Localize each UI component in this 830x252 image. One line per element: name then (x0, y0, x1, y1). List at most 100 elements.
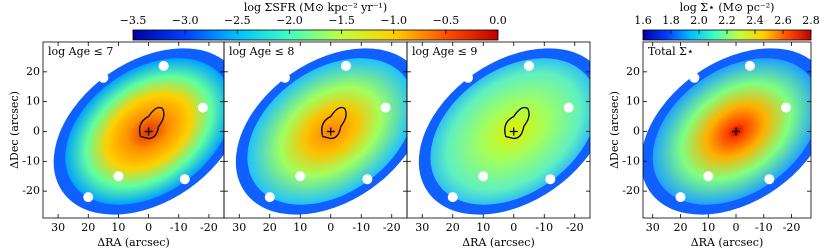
contour (504, 106, 530, 140)
x-tick-label: 0 (145, 221, 152, 234)
x-tick-label: 20 (81, 221, 95, 234)
x-axis-label: ΔRA (arcsec) (462, 236, 535, 249)
map-image (418, 48, 590, 215)
colorbar-tick-label: 1.8 (662, 14, 680, 27)
mask-hole (341, 60, 351, 71)
x-tick-label: 10 (111, 221, 125, 234)
x-tick-label: 10 (701, 221, 715, 234)
x-axis-label: ΔRA (arcsec) (97, 236, 170, 249)
center-cross (326, 127, 335, 136)
x-tick-label: -10 (170, 221, 188, 234)
colorbar-tick-label: −3.5 (120, 14, 147, 27)
y-tick-label: -10 (622, 154, 640, 167)
mask-hole (781, 102, 792, 113)
mask-hole (59, 96, 70, 107)
x-tick-label: 30 (51, 221, 65, 234)
mask-hole (478, 171, 489, 182)
mask-hole (98, 72, 109, 83)
x-tick-label: 0 (733, 221, 740, 234)
mask-hole (423, 96, 434, 107)
mask-hole (83, 192, 94, 203)
map-image (235, 48, 407, 215)
y-tick-label: -20 (22, 184, 40, 197)
colorbar-tick-label: −0.5 (432, 14, 459, 27)
x-tick-label: -10 (352, 221, 370, 234)
y-tick-label: 0 (33, 124, 40, 137)
y-axis-label: ΔDec (arcsec) (8, 91, 21, 169)
mask-hole (264, 192, 275, 203)
mask-hole (280, 72, 290, 83)
panel-frame (642, 41, 812, 219)
colorbar-tick-label: −2.5 (224, 14, 251, 27)
y-axis-label: ΔDec (arcsec) (608, 91, 621, 169)
mask-hole (524, 60, 534, 71)
colorbar-label: log ΣSFR (M⊙ kpc⁻² yr⁻¹) (244, 1, 387, 14)
mask-hole (179, 174, 190, 185)
colorbar (132, 29, 499, 41)
center-cross (509, 127, 518, 136)
x-tick-label: 20 (446, 221, 460, 234)
mask-hole (463, 72, 473, 83)
x-tick-label: 10 (293, 221, 307, 234)
x-tick-label: 0 (510, 221, 517, 234)
mask-hole (764, 174, 775, 185)
mask-hole (197, 102, 208, 113)
colorbar-tick-label: 2.4 (746, 14, 764, 27)
mask-hole (447, 192, 458, 203)
panel-title: log Age ≤ 7 (48, 45, 113, 58)
map-image (643, 48, 811, 215)
mask-hole (744, 60, 755, 71)
mask-hole (362, 174, 373, 185)
colorbar-tick-label: −3.0 (172, 14, 199, 27)
y-tick-label: 0 (633, 124, 640, 137)
map-image (53, 48, 224, 215)
x-tick-label: 0 (327, 221, 334, 234)
panel-title: Total Σ⋆ (648, 45, 694, 58)
mask-hole (295, 171, 306, 182)
mask-hole (563, 102, 574, 113)
colorbar-tick-label: 2.6 (774, 14, 792, 27)
colorbar-tick-label: 0.0 (489, 14, 507, 27)
colorbar-tick-label: 2.2 (718, 14, 736, 27)
colorbar-tick-label: −2.0 (276, 14, 303, 27)
x-tick-label: -20 (566, 221, 584, 234)
y-tick-label: 20 (626, 65, 640, 78)
x-axis-label: ΔRA (arcsec) (691, 236, 764, 249)
panel-title: log Age ≤ 9 (412, 45, 477, 58)
y-tick-label: -10 (22, 154, 40, 167)
x-tick-label: -20 (783, 221, 801, 234)
y-tick-label: 20 (26, 65, 40, 78)
mask-hole (380, 102, 391, 113)
mask-hole (113, 171, 124, 182)
colorbar-tick-label: 1.6 (634, 14, 652, 27)
y-tick-label: -20 (622, 184, 640, 197)
x-tick-label: 30 (232, 221, 246, 234)
x-tick-label: -20 (383, 221, 401, 234)
x-tick-label: 10 (476, 221, 490, 234)
x-tick-label: -20 (200, 221, 218, 234)
colorbar-label: log Σ⋆ (M⊙ pc⁻²) (680, 1, 775, 14)
mask-hole (545, 174, 556, 185)
mask-hole (675, 192, 686, 203)
x-tick-label: 30 (415, 221, 429, 234)
mask-hole (689, 72, 700, 83)
contour (321, 106, 347, 140)
y-tick-label: 10 (626, 95, 640, 108)
panel-frame (406, 41, 591, 219)
colorbar-tick-label: −1.5 (328, 14, 355, 27)
x-tick-label: 20 (263, 221, 277, 234)
x-tick-label: -10 (535, 221, 553, 234)
center-cross (732, 127, 741, 136)
center-cross (144, 127, 153, 136)
colorbar-tick-label: 2.8 (802, 14, 820, 27)
colorbar-tick-label: −1.0 (380, 14, 407, 27)
mask-hole (703, 171, 714, 182)
mask-hole (240, 96, 251, 107)
colorbar-tick-label: 2.0 (690, 14, 708, 27)
panel-title: log Age ≤ 8 (229, 45, 294, 58)
x-tick-label: 20 (673, 221, 687, 234)
contour (138, 106, 165, 140)
x-tick-label: 30 (646, 221, 660, 234)
x-tick-label: -10 (755, 221, 773, 234)
